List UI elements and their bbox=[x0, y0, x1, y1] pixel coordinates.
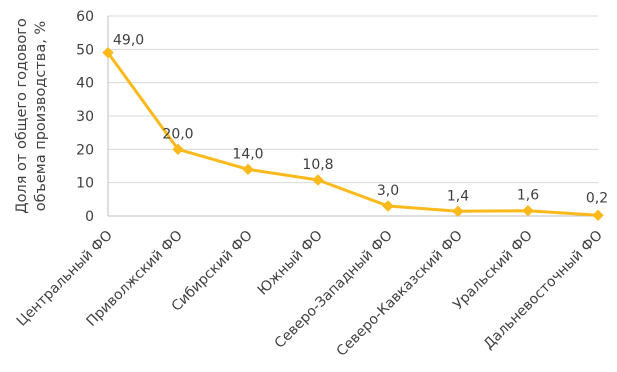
y-axis-title-line-1: Доля от общего годового bbox=[14, 18, 30, 214]
data-point bbox=[382, 200, 394, 212]
y-tick-label: 50 bbox=[76, 42, 94, 58]
x-tick-label: Дальневосточный ФО bbox=[481, 228, 606, 353]
y-axis: 0 10 20 30 40 50 60 bbox=[76, 9, 109, 225]
data-point bbox=[172, 143, 184, 156]
y-axis-title-line-2: объема производства, % bbox=[33, 21, 49, 211]
data-point bbox=[312, 174, 324, 186]
data-label: 3,0 bbox=[377, 183, 399, 199]
gridlines bbox=[108, 15, 598, 184]
data-label: 1,4 bbox=[447, 188, 469, 204]
data-point bbox=[522, 204, 534, 217]
series-markers bbox=[102, 46, 604, 222]
y-tick-label: 40 bbox=[76, 76, 94, 92]
x-tick-label: Северо-Кавказский ФО bbox=[334, 228, 466, 360]
data-label: 0,2 bbox=[586, 190, 608, 206]
x-tick-label: Южный ФО bbox=[255, 228, 326, 299]
data-label: 10,8 bbox=[302, 157, 333, 173]
data-label: 49,0 bbox=[113, 33, 144, 49]
series-line bbox=[106, 51, 600, 217]
y-tick-label: 10 bbox=[76, 176, 94, 192]
x-tick-label: Северо-Западный ФО bbox=[272, 228, 396, 352]
data-label: 1,6 bbox=[517, 188, 539, 204]
y-tick-label: 0 bbox=[85, 209, 94, 225]
data-point bbox=[242, 163, 254, 176]
data-label: 14,0 bbox=[232, 146, 263, 162]
data-label: 20,0 bbox=[162, 126, 193, 142]
y-tick-label: 30 bbox=[76, 109, 94, 125]
data-point bbox=[102, 46, 114, 59]
data-point bbox=[592, 209, 604, 222]
series-line-path bbox=[106, 51, 600, 217]
y-tick-label: 60 bbox=[76, 9, 94, 25]
data-point bbox=[452, 205, 464, 218]
data-labels: 49,0 20,0 14,0 10,8 3,0 1,4 1,6 0,2 bbox=[113, 33, 608, 207]
y-tick-label: 20 bbox=[76, 142, 94, 158]
